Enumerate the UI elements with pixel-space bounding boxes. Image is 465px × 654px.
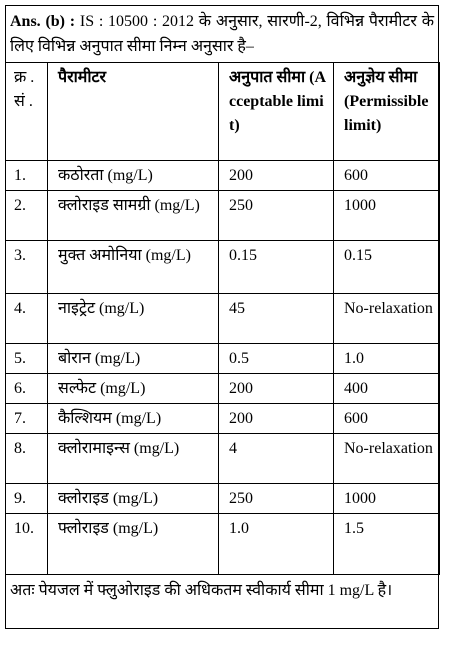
table-cell: नाइट्रेट (mg/L) <box>47 293 219 344</box>
table-cell: बोरान (mg/L) <box>47 343 219 374</box>
table-cell: 1.5 <box>333 513 440 575</box>
table-cell: 1000 <box>333 190 440 241</box>
table-cell: 4. <box>5 293 48 344</box>
table-cell: मुक्त अमोनिया (mg/L) <box>47 240 219 294</box>
table-cell: 45 <box>218 293 334 344</box>
column-header: अनुज्ञेय सीमा (Permissible limit) <box>333 62 440 161</box>
table-cell: 200 <box>218 403 334 434</box>
table-cell: 4 <box>218 433 334 484</box>
table-row: 5. बोरान (mg/L) 0.5 1.0 <box>5 343 440 374</box>
header-row: क्र .सं . पैरामीटर अनुपात सीमा (Acceptable… <box>5 62 440 161</box>
table-cell: No-relaxation <box>333 293 440 344</box>
table-cell: कठोरता (mg/L) <box>47 160 219 191</box>
table-cell: 1000 <box>333 483 440 514</box>
table-row: 7. कैल्शियम (mg/L) 200 600 <box>5 403 440 434</box>
table-row: 10. फ्लोराइड (mg/L) 1.0 1.5 <box>5 513 440 575</box>
table-row: 9. क्लोराइड (mg/L) 250 1000 <box>5 483 440 514</box>
answer-text: IS : 10500 : 2012 के अनुसार, सारणी-2, वि… <box>10 13 434 55</box>
table-cell: सल्फेट (mg/L) <box>47 373 219 404</box>
table-cell: 600 <box>333 403 440 434</box>
table-cell: 10. <box>5 513 48 575</box>
table-cell: 400 <box>333 373 440 404</box>
table-cell: 6. <box>5 373 48 404</box>
table-cell: क्लोराइड सामग्री (mg/L) <box>47 190 219 241</box>
table-row: 4. नाइट्रेट (mg/L) 45 No-relaxation <box>5 293 440 344</box>
table-cell: 200 <box>218 373 334 404</box>
table-cell: 3. <box>5 240 48 294</box>
table-cell: 5. <box>5 343 48 374</box>
column-header: क्र .सं . <box>5 62 48 161</box>
table-cell: 0.15 <box>218 240 334 294</box>
table-cell: 8. <box>5 433 48 484</box>
column-header: अनुपात सीमा (Acceptable limit) <box>218 62 334 161</box>
table-row: 1. कठोरता (mg/L) 200 600 <box>5 160 440 191</box>
table-cell: 1.0 <box>218 513 334 575</box>
table-row: 8. क्लोरामाइन्स (mg/L) 4 No-relaxation <box>5 433 440 484</box>
table-row: 3. मुक्त अमोनिया (mg/L) 0.15 0.15 <box>5 240 440 294</box>
table-row: 2. क्लोराइड सामग्री (mg/L) 250 1000 <box>5 190 440 241</box>
table-row: 6. सल्फेट (mg/L) 200 400 <box>5 373 440 404</box>
answer-box: Ans. (b) : IS : 10500 : 2012 के अनुसार, … <box>5 5 440 629</box>
limits-table: क्र .सं . पैरामीटर अनुपात सीमा (Acceptable… <box>5 62 440 575</box>
table-cell: क्लोरामाइन्स (mg/L) <box>47 433 219 484</box>
table-cell: 600 <box>333 160 440 191</box>
table-cell: 0.15 <box>333 240 440 294</box>
table-cell: कैल्शियम (mg/L) <box>47 403 219 434</box>
table-cell: 1.0 <box>333 343 440 374</box>
table-cell: 7. <box>5 403 48 434</box>
conclusion: अतः पेयजल में फ्लुओराइड की अधिकतम स्वीका… <box>10 582 393 599</box>
table-cell: क्लोराइड (mg/L) <box>47 483 219 514</box>
column-header: पैरामीटर <box>47 62 219 161</box>
table-cell: 9. <box>5 483 48 514</box>
table-cell: फ्लोराइड (mg/L) <box>47 513 219 575</box>
answer-header: Ans. (b) : IS : 10500 : 2012 के अनुसार, … <box>6 6 438 62</box>
table-cell: 2. <box>5 190 48 241</box>
table-cell: 0.5 <box>218 343 334 374</box>
table-cell: 1. <box>5 160 48 191</box>
table-cell: 250 <box>218 483 334 514</box>
table-cell: 200 <box>218 160 334 191</box>
table-cell: 250 <box>218 190 334 241</box>
table-cell: No-relaxation <box>333 433 440 484</box>
answer-label: Ans. (b) : <box>10 13 76 30</box>
